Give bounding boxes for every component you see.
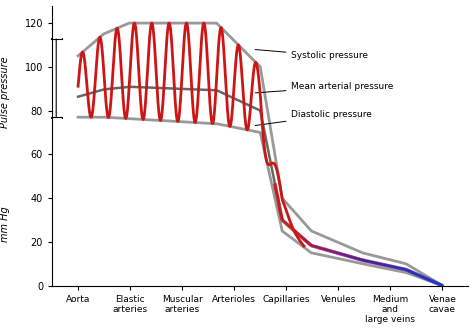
Text: Mean arterial pressure: Mean arterial pressure [255, 82, 394, 93]
Text: mm Hg: mm Hg [0, 207, 10, 242]
Text: Systolic pressure: Systolic pressure [255, 50, 368, 60]
Text: Diastolic pressure: Diastolic pressure [255, 111, 373, 125]
Text: Pulse pressure: Pulse pressure [0, 56, 10, 128]
